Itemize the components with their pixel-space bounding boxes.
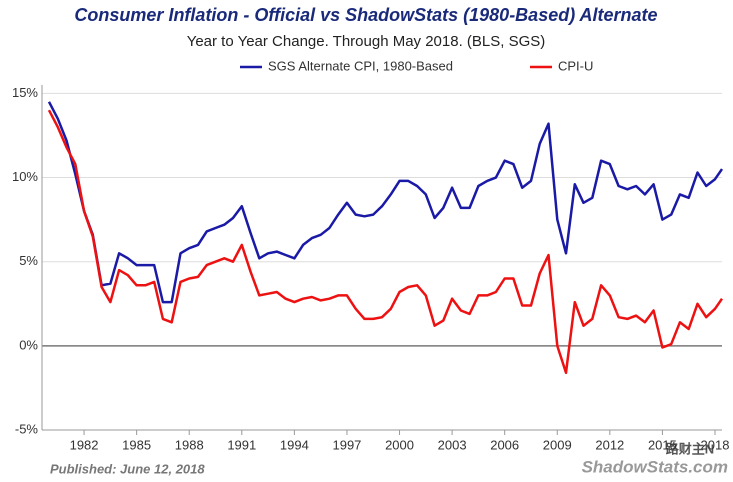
series-line [47,101,724,304]
x-tick-label: 2009 [543,437,572,452]
legend-label: CPI-U [558,58,593,73]
x-tick-label: 2000 [385,437,414,452]
chart-subtitle: Year to Year Change. Through May 2018. (… [187,33,546,50]
x-tick-label: 1988 [175,437,204,452]
x-tick-label: 2015 [648,437,677,452]
watermark: 路财主N [666,441,714,456]
y-tick-label: 0% [19,337,38,352]
x-tick-label: 1982 [70,437,99,452]
x-tick-label: 1997 [332,437,361,452]
x-tick-label: 1994 [280,437,309,452]
x-tick-label: 1991 [227,437,256,452]
legend-label: SGS Alternate CPI, 1980-Based [268,58,453,73]
chart-title: Consumer Inflation - Official vs ShadowS… [74,5,657,25]
x-tick-label: 2018 [701,437,730,452]
source: ShadowStats.com [582,457,728,476]
x-tick-label: 2012 [595,437,624,452]
series-line [47,109,724,375]
footnote: Published: June 12, 2018 [50,461,205,476]
y-tick-label: 5% [19,253,38,268]
x-tick-label: 2006 [490,437,519,452]
x-tick-label: 1985 [122,437,151,452]
y-tick-label: 15% [12,85,38,100]
x-tick-label: 2003 [438,437,467,452]
y-tick-label: -5% [15,421,39,436]
y-tick-label: 10% [12,169,38,184]
